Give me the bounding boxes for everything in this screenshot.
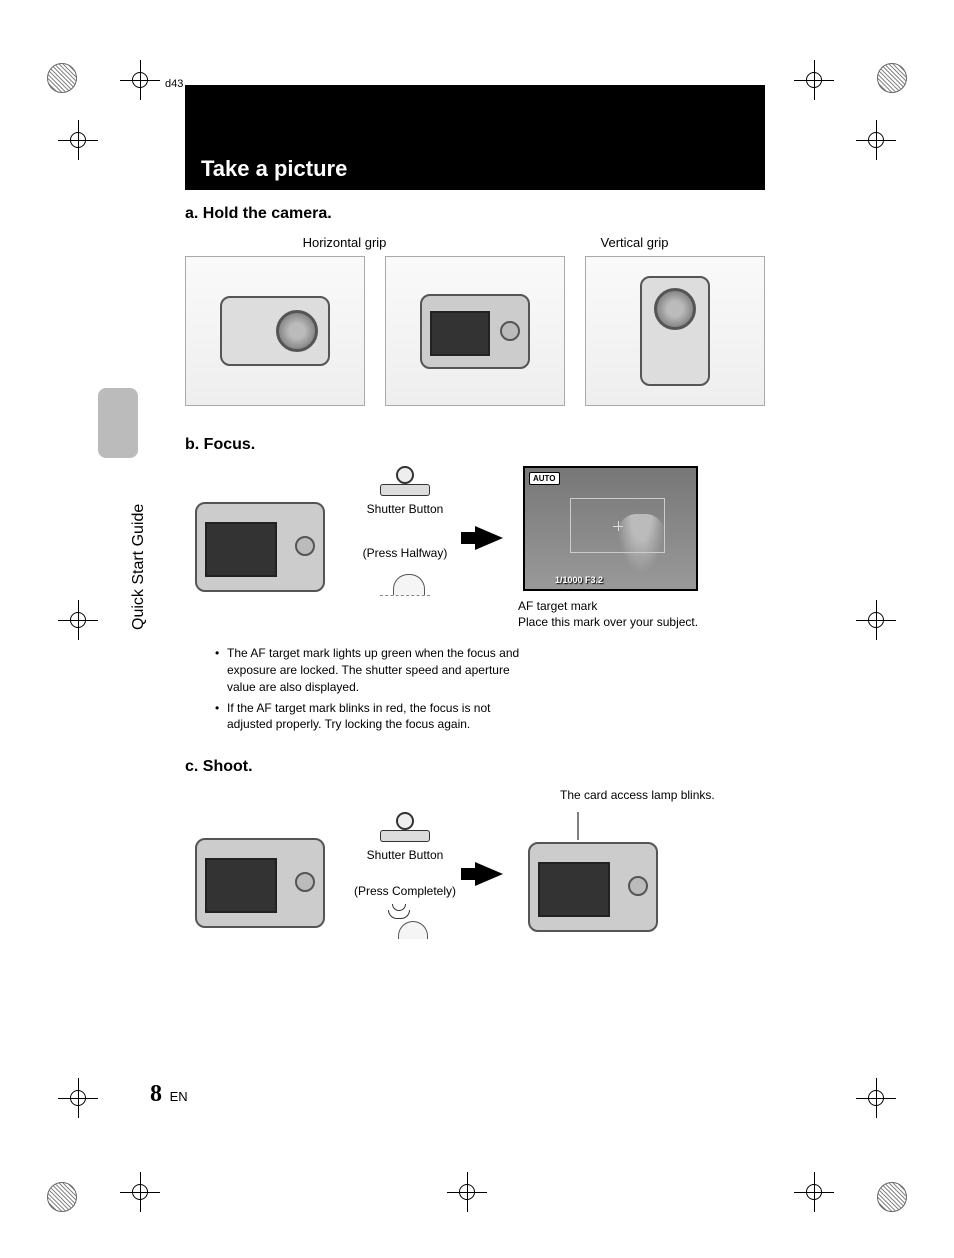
press-completely-icon <box>380 904 430 939</box>
exposure-readout: 1/1000 F3.2 <box>555 575 603 585</box>
shoot-result-col <box>518 812 668 932</box>
shutter-label: Shutter Button <box>367 502 444 516</box>
shutter-label: Shutter Button <box>367 848 444 862</box>
reg-crosshair <box>856 600 896 640</box>
reg-crosshair <box>58 1078 98 1118</box>
page-code: d43 <box>165 78 183 90</box>
reg-hatched-br <box>877 1182 907 1212</box>
illus-horizontal-back <box>385 256 565 406</box>
camera-back-icon <box>195 838 325 928</box>
page-lang: EN <box>170 1089 188 1104</box>
focus-shutter-col: Shutter Button (Press Halfway) <box>350 466 460 596</box>
page-number: 8 <box>150 1081 162 1107</box>
camera-back-icon <box>195 502 325 592</box>
focus-bullets: The AF target mark lights up green when … <box>215 645 535 733</box>
section-title: Take a picture <box>185 148 765 190</box>
af-caption-body: Place this mark over your subject. <box>518 615 698 629</box>
reg-crosshair <box>794 60 834 100</box>
reg-crosshair <box>58 120 98 160</box>
sidebar-tab <box>98 388 138 458</box>
press-completely-label: (Press Completely) <box>354 884 456 898</box>
grip-illustrations <box>185 256 765 406</box>
grip-labels-row: Horizontal grip Vertical grip <box>185 235 765 250</box>
af-caption: AF target mark Place this mark over your… <box>518 599 698 630</box>
arrow-right-icon <box>475 862 503 886</box>
reg-crosshair <box>856 120 896 160</box>
camera-front-icon <box>220 296 330 366</box>
focus-row: Shutter Button (Press Halfway) AUTO 1/10… <box>185 466 765 630</box>
illus-horizontal-front <box>185 256 365 406</box>
heading-b: b. Focus. <box>185 436 765 454</box>
mode-badge: AUTO <box>529 472 560 485</box>
press-halfway-label: (Press Halfway) <box>363 546 448 560</box>
card-access-caption: The card access lamp blinks. <box>560 788 765 804</box>
illus-vertical <box>585 256 765 406</box>
shoot-camera-col <box>185 812 335 928</box>
label-vertical-grip: Vertical grip <box>504 235 765 250</box>
lcd-preview: AUTO 1/1000 F3.2 <box>523 466 698 591</box>
reg-hatched-tr <box>877 63 907 93</box>
leader-line <box>518 812 668 842</box>
page-content: a. Hold the camera. Horizontal grip Vert… <box>185 195 765 939</box>
heading-a: a. Hold the camera. <box>185 205 765 223</box>
reg-crosshair <box>447 1172 487 1212</box>
label-horizontal-grip: Horizontal grip <box>185 235 504 250</box>
af-caption-title: AF target mark <box>518 599 597 613</box>
reg-hatched-bl <box>47 1182 77 1212</box>
page-footer: 8 EN <box>150 1081 188 1108</box>
shoot-row: Shutter Button (Press Completely) <box>185 812 765 939</box>
reg-crosshair <box>794 1172 834 1212</box>
reg-crosshair <box>856 1078 896 1118</box>
camera-back-icon <box>420 294 530 369</box>
camera-back-icon <box>528 842 658 932</box>
bullet-item: The AF target mark lights up green when … <box>215 645 535 695</box>
reg-crosshair <box>120 1172 160 1212</box>
reg-crosshair <box>58 600 98 640</box>
focus-lcd-col: AUTO 1/1000 F3.2 AF target mark Place th… <box>518 466 703 630</box>
focus-camera-col <box>185 466 335 592</box>
shoot-shutter-col: Shutter Button (Press Completely) <box>350 812 460 939</box>
shutter-button-icon <box>380 812 430 842</box>
press-halfway-icon <box>380 566 430 596</box>
camera-vertical-icon <box>640 276 710 386</box>
reg-crosshair <box>120 60 160 100</box>
shutter-button-icon <box>380 466 430 496</box>
arrow-right-icon <box>475 526 503 550</box>
heading-c: c. Shoot. <box>185 758 765 776</box>
af-target-frame <box>570 498 665 553</box>
bullet-item: If the AF target mark blinks in red, the… <box>215 700 535 734</box>
reg-hatched-tl <box>47 63 77 93</box>
sidebar-label: Quick Start Guide <box>130 504 148 630</box>
